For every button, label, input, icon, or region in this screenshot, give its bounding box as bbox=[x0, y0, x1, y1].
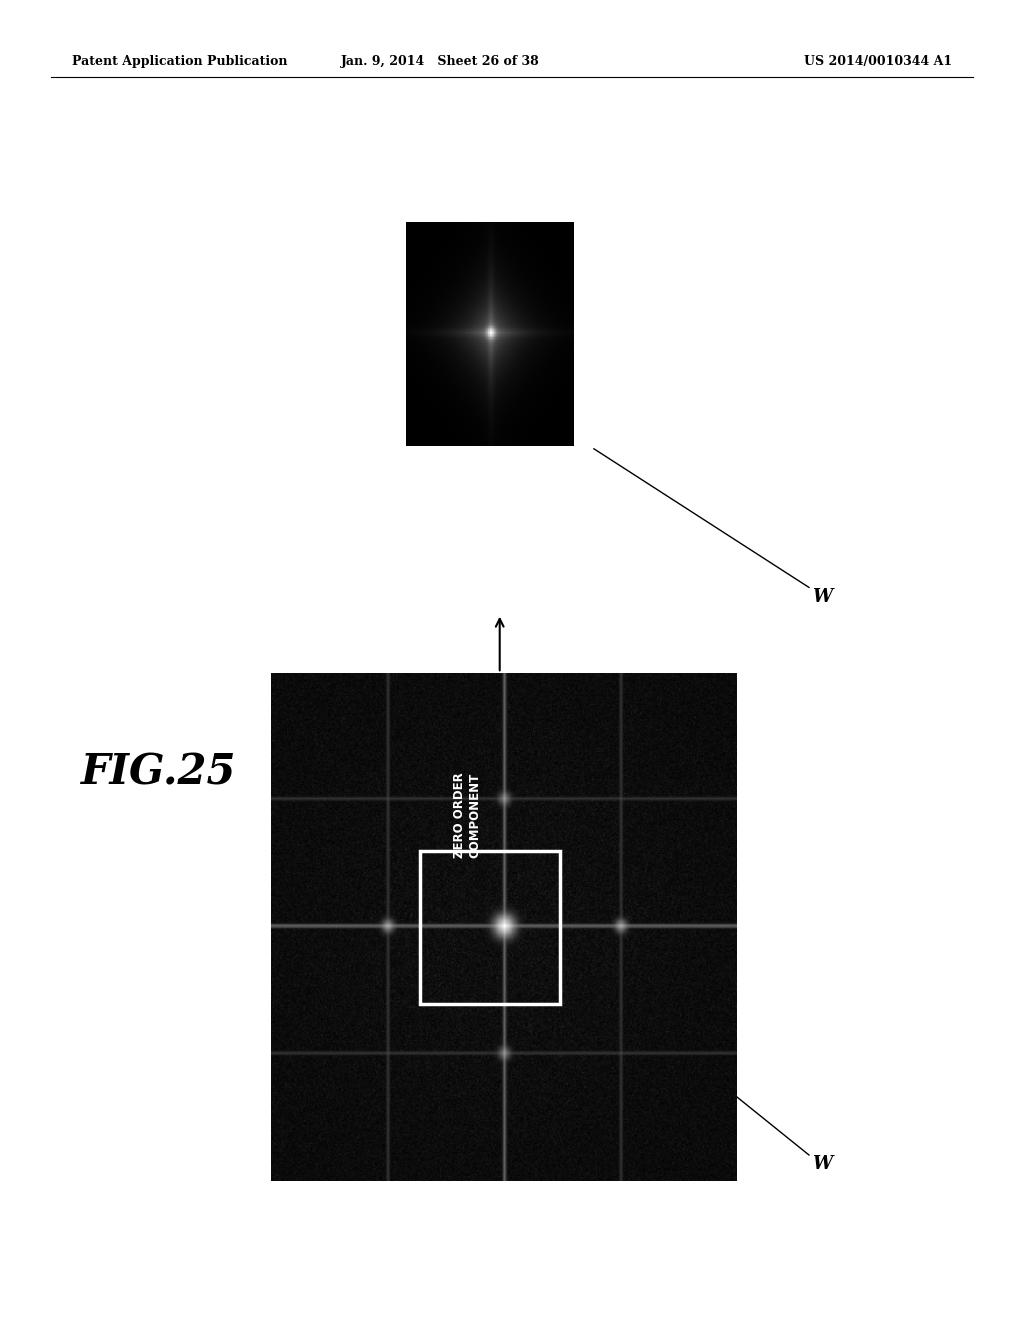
Text: ZERO ORDER
COMPONENT: ZERO ORDER COMPONENT bbox=[453, 772, 481, 858]
Text: FIG.25: FIG.25 bbox=[81, 751, 237, 793]
Text: W: W bbox=[812, 587, 833, 606]
Bar bbox=[397, 213, 584, 457]
Text: Jan. 9, 2014   Sheet 26 of 38: Jan. 9, 2014 Sheet 26 of 38 bbox=[341, 55, 540, 69]
Text: Patent Application Publication: Patent Application Publication bbox=[72, 55, 287, 69]
Text: US 2014/0010344 A1: US 2014/0010344 A1 bbox=[804, 55, 952, 69]
Bar bbox=[421, 851, 560, 1003]
Text: W: W bbox=[812, 1155, 833, 1173]
